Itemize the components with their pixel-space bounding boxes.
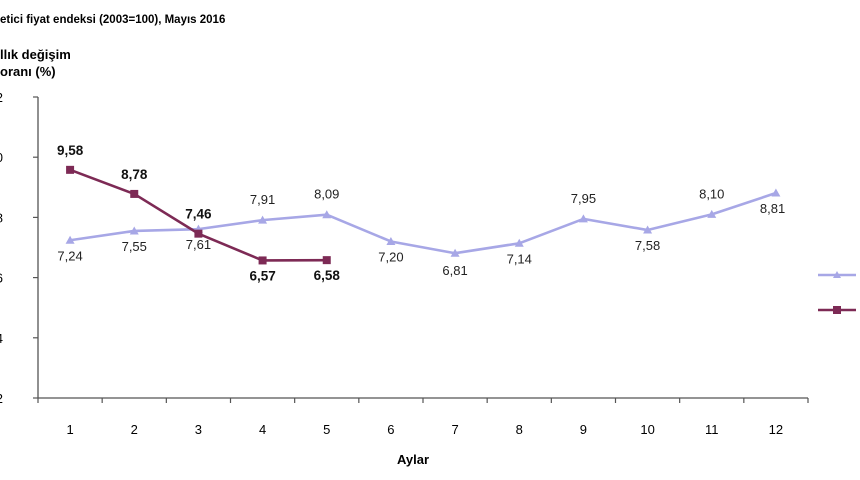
series-1-point: [258, 215, 268, 224]
series-1-point: [707, 209, 717, 218]
x-tick-label: 7: [451, 422, 458, 437]
series-2-point: [130, 189, 139, 198]
y-tick-label: 4: [0, 331, 3, 346]
series-1-data-label: 7,20: [378, 249, 403, 264]
series-2-data-label: 6,57: [249, 268, 275, 283]
series-2-data-label: 6,58: [314, 268, 341, 283]
series-1-data-label: 7,91: [250, 192, 275, 207]
x-tick-label: 4: [259, 422, 266, 437]
x-tick-label: 8: [516, 422, 523, 437]
series-1-data-label: 8,10: [699, 186, 724, 201]
series-1-point: [65, 235, 75, 244]
legend: [818, 271, 856, 314]
series-1-point: [129, 226, 139, 235]
x-tick-label: 1: [66, 422, 73, 437]
series-1-data-label: 6,81: [442, 263, 467, 278]
y-tick-label: 0: [0, 150, 3, 165]
series-1-data-label: 7,95: [571, 191, 596, 206]
legend-marker-series-1: [833, 271, 841, 278]
series-1-data-label: 8,81: [760, 201, 785, 216]
x-tick-label: 12: [769, 422, 783, 437]
series-1-point: [643, 225, 653, 234]
x-tick-label: 9: [580, 422, 587, 437]
chart-title: etici fiyat endeksi (2003=100), Mayıs 20…: [0, 14, 226, 26]
y-axis-label: llık değişim oranı (%): [0, 46, 71, 80]
y-axis-label-line-1: llık değişim: [0, 47, 71, 62]
series-1-data-label: 7,61: [186, 237, 211, 252]
series-2-point: [66, 165, 75, 174]
series-2-point: [322, 256, 331, 265]
series-1-point: [514, 238, 524, 247]
series-2-data-label: 7,46: [185, 207, 212, 222]
y-tick-label: 2: [0, 90, 3, 105]
series-1-point: [386, 236, 396, 245]
x-tick-label: 6: [387, 422, 394, 437]
y-tick-label: 8: [0, 210, 3, 225]
x-tick-label: 3: [195, 422, 202, 437]
series-1-point: [450, 248, 460, 257]
series-1-line: [69, 191, 777, 255]
series-1-point: [771, 188, 781, 197]
y-tick-label: 6: [0, 271, 3, 286]
series-1-data-label: 8,09: [314, 187, 339, 202]
series-2-point: [258, 256, 267, 265]
x-tick-label: 2: [131, 422, 138, 437]
series-1-data-label: 7,24: [57, 248, 82, 263]
y-ticks: 2 0 8 6 4 2: [0, 90, 38, 406]
y-axis-label-line-2: oranı (%): [0, 64, 56, 79]
x-ticks: 1 2 3 4 5 6 7 8 9 10 11 12: [37, 398, 809, 437]
x-tick-label: 5: [323, 422, 330, 437]
x-tick-label: 10: [640, 422, 654, 437]
series-1-data-label: 7,14: [507, 251, 532, 266]
series-1-point: [322, 210, 332, 219]
x-tick-label: 11: [705, 422, 719, 437]
series-2-data-label: 9,58: [57, 143, 84, 158]
series-1-data-label: 7,58: [635, 238, 660, 253]
series-group: 7,24 7,55 7,61 7,91 8,09 7,20 6,81 7,14 7,95 7,58…: [57, 143, 785, 284]
series-1-data-label: 7,55: [122, 239, 147, 254]
series-2-point: [194, 229, 203, 238]
y-tick-label: 2: [0, 391, 3, 406]
series-1-point: [578, 214, 588, 223]
series-2-data-label: 8,78: [121, 167, 148, 182]
x-axis-label: Aylar: [397, 452, 429, 467]
legend-marker-series-2: [833, 306, 841, 314]
